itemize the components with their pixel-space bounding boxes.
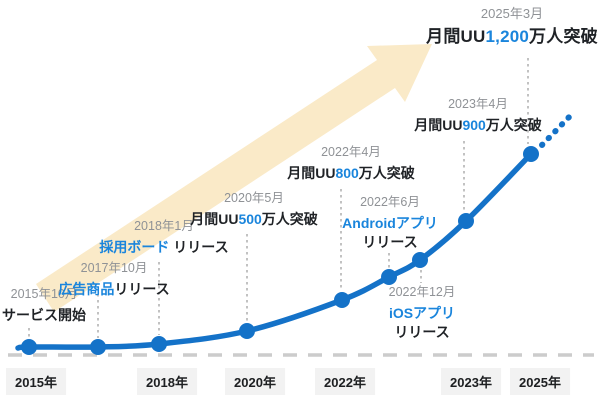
milestone-text-segment: 万人突破 — [529, 26, 598, 46]
data-point-dot — [151, 336, 167, 352]
milestone-date: 2015年10月 — [10, 287, 78, 301]
milestone-text-segment: 万人突破 — [485, 116, 542, 133]
data-points-group — [21, 146, 539, 355]
milestone-date: 2017年10月 — [80, 261, 148, 275]
data-point-dot — [239, 323, 255, 339]
milestone-text-segment: リリース — [114, 280, 170, 297]
milestone-android-app-release: 2022年6月 Androidアプリ リリース — [342, 194, 438, 252]
milestone-uu-800: 2022年4月月間UU800万人突破 — [281, 144, 421, 183]
axis-year-2023: 2023年 — [441, 368, 501, 395]
milestone-text-line: サービス開始 — [0, 306, 88, 325]
milestone-text-segment: 広告商品 — [58, 280, 115, 297]
milestone-text-segment: 800 — [335, 164, 359, 181]
data-point-dot — [381, 269, 397, 285]
milestone-ad-product-release: 2017年10月広告商品リリース — [50, 260, 178, 299]
milestone-text-segment: 900 — [462, 116, 486, 133]
milestone-ios-app-release: 2022年12月 iOSアプリ リリース — [382, 284, 462, 342]
milestone-recruit-board-release: 2018年1月採用ボード リリース — [97, 218, 231, 257]
milestone-text-segment: 採用ボード — [99, 238, 170, 255]
axis-year-2020: 2020年 — [225, 368, 285, 395]
milestone-text-segment: 月間UU — [426, 26, 486, 46]
axis-year-2018: 2018年 — [137, 368, 197, 395]
data-point-dot — [458, 213, 474, 229]
milestone-date: 2018年1月 — [134, 219, 194, 233]
milestone-service-start: 2015年10月 サービス開始 — [0, 286, 88, 325]
milestone-text-segment: リリース — [169, 238, 229, 255]
milestone-text-segment: iOSアプリ — [388, 304, 456, 321]
milestone-text-segment: サービス開始 — [2, 306, 86, 323]
milestone-text-line: 月間UU500万人突破 — [184, 210, 324, 229]
data-point-dot — [21, 339, 37, 355]
milestone-text-segment: 月間UU — [287, 164, 336, 181]
milestone-text-line: 月間UU800万人突破 — [281, 164, 421, 183]
growth-arrow-shape — [36, 44, 432, 312]
milestone-text-segment: 月間UU — [414, 116, 463, 133]
milestone-text-line: 月間UU900万人突破 — [396, 116, 560, 135]
milestone-text-segment: リリース — [394, 323, 450, 340]
milestone-text-line: 月間UU1,200万人突破 — [426, 26, 598, 49]
milestone-date: 2022年6月 — [360, 195, 420, 209]
data-point-dot — [523, 146, 539, 162]
milestone-uu-1200: 2025年3月月間UU1,200万人突破 — [426, 5, 598, 48]
data-point-dot — [90, 339, 106, 355]
milestone-text-segment: リリース — [362, 233, 418, 250]
curve-dotted-tail — [539, 110, 576, 148]
milestone-text-segment: 500 — [238, 210, 262, 227]
milestone-text-line: iOSアプリ — [382, 304, 462, 323]
connector-lines-group — [28, 58, 529, 338]
axis-year-2025: 2025年 — [510, 368, 570, 395]
milestone-text-segment: 万人突破 — [358, 164, 415, 181]
milestone-text-line: Androidアプリ — [342, 214, 438, 233]
milestone-text-line: 広告商品リリース — [50, 280, 178, 299]
milestone-date: 2020年5月 — [224, 191, 284, 205]
milestone-text-line: リリース — [342, 233, 438, 252]
milestone-text-line: リリース — [382, 323, 462, 342]
milestone-date: 2025年3月 — [480, 6, 544, 21]
milestone-text-segment: 万人突破 — [261, 210, 318, 227]
milestone-text-line: 採用ボード リリース — [97, 238, 231, 257]
milestone-uu-500: 2020年5月月間UU500万人突破 — [184, 190, 324, 229]
axis-year-2015: 2015年 — [6, 368, 66, 395]
data-point-dot — [412, 252, 428, 268]
milestone-text-segment: 月間UU — [190, 210, 239, 227]
milestone-text-segment: 1,200 — [485, 26, 530, 46]
milestone-uu-900: 2023年4月月間UU900万人突破 — [396, 96, 560, 135]
milestone-date: 2022年4月 — [321, 145, 381, 159]
milestone-text-segment: Androidアプリ — [342, 214, 438, 231]
axis-year-2022: 2022年 — [315, 368, 375, 395]
growth-curve-line — [15, 151, 534, 351]
milestone-date: 2023年4月 — [448, 97, 508, 111]
data-point-dot — [334, 292, 350, 308]
milestone-date: 2022年12月 — [388, 285, 456, 299]
